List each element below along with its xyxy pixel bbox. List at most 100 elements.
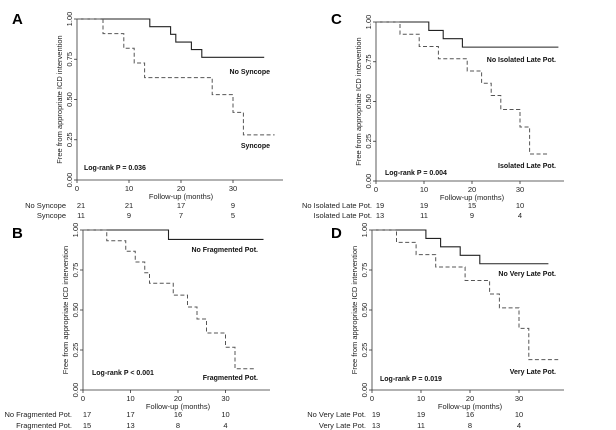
x-tick-label: 20 xyxy=(174,394,182,403)
risk-count: 19 xyxy=(420,201,428,210)
x-tick-label: 0 xyxy=(75,184,79,193)
km-curve-dashed xyxy=(372,229,559,361)
risk-count: 17 xyxy=(126,410,134,419)
log-rank-pvalue: Log-rank P = 0.019 xyxy=(380,376,442,383)
x-axis-label: Follow-up (months) xyxy=(440,193,505,202)
risk-row-label: Fragmented Pot. xyxy=(16,421,72,430)
risk-count: 16 xyxy=(466,410,474,419)
km-panel-a: A 0.00 0.25 0.50 0.75 1.00 0 10 20 30 Free from ap… xyxy=(12,11,283,220)
log-rank-pvalue: Log-rank P = 0.036 xyxy=(84,165,146,172)
risk-count: 21 xyxy=(125,201,133,210)
x-tick-label: 20 xyxy=(177,184,185,193)
y-tick-label: 1.00 xyxy=(360,223,369,238)
x-tick-label: 20 xyxy=(468,185,476,194)
y-tick-label: 0.25 xyxy=(71,343,80,358)
y-axis-label: Free from appropriate ICD intervention xyxy=(354,37,363,165)
curve-label: No Syncope xyxy=(230,69,271,76)
km-panel-c: C 0.00 0.25 0.50 0.75 1.00 0 10 20 30 Free from ap… xyxy=(302,11,564,220)
risk-count: 11 xyxy=(417,421,425,430)
x-tick-label: 30 xyxy=(516,185,524,194)
curve-label: Fragmented Pot. xyxy=(203,375,258,382)
y-axis-label: Free from appropriate ICD intervention xyxy=(55,35,64,163)
risk-count: 13 xyxy=(376,211,384,220)
x-tick-label: 10 xyxy=(125,184,133,193)
risk-count: 17 xyxy=(177,201,185,210)
x-tick-label: 0 xyxy=(374,185,378,194)
x-tick-label: 30 xyxy=(221,394,229,403)
risk-count: 16 xyxy=(174,410,182,419)
risk-count: 9 xyxy=(231,201,235,210)
risk-count: 19 xyxy=(417,410,425,419)
x-tick-label: 10 xyxy=(420,185,428,194)
x-tick-label: 10 xyxy=(126,394,134,403)
risk-count: 5 xyxy=(231,211,235,220)
y-tick-label: 0.00 xyxy=(71,383,80,398)
risk-row-label: Syncope xyxy=(37,211,66,220)
risk-count: 10 xyxy=(516,201,524,210)
y-tick-label: 0.50 xyxy=(364,94,373,109)
y-tick-label: 1.00 xyxy=(65,12,74,27)
x-axis-label: Follow-up (months) xyxy=(146,402,211,411)
y-tick-label: 0.75 xyxy=(364,54,373,69)
y-tick-label: 0.00 xyxy=(65,173,74,188)
km-curve-solid xyxy=(376,21,559,48)
curve-label: No Isolated Late Pot. xyxy=(487,57,556,64)
risk-count: 19 xyxy=(372,410,380,419)
risk-count: 15 xyxy=(83,421,91,430)
curve-label: No Fragmented Pot. xyxy=(191,247,258,254)
risk-count: 4 xyxy=(223,421,227,430)
risk-count: 15 xyxy=(468,201,476,210)
risk-row-label: No Very Late Pot. xyxy=(307,410,366,419)
y-axis-label: Free from appropriate ICD intervention xyxy=(350,246,359,374)
y-tick-label: 0.00 xyxy=(360,383,369,398)
risk-row-label: No Isolated Late Pot. xyxy=(302,201,372,210)
risk-count: 8 xyxy=(468,421,472,430)
y-tick-label: 0.50 xyxy=(65,92,74,107)
risk-count: 13 xyxy=(372,421,380,430)
risk-row-label: No Fragmented Pot. xyxy=(4,410,72,419)
x-tick-label: 0 xyxy=(370,394,374,403)
risk-count: 19 xyxy=(376,201,384,210)
log-rank-pvalue: Log-rank P < 0.001 xyxy=(92,370,154,377)
km-curve-solid xyxy=(83,229,264,240)
panel-letter: A xyxy=(12,11,23,28)
risk-row-label: Isolated Late Pot. xyxy=(314,211,372,220)
y-tick-label: 0.00 xyxy=(364,174,373,189)
curve-label: Syncope xyxy=(241,143,270,150)
y-tick-label: 0.25 xyxy=(364,134,373,149)
risk-count: 9 xyxy=(127,211,131,220)
risk-row-label: Very Late Pot. xyxy=(319,421,366,430)
km-curve-solid xyxy=(372,229,549,265)
risk-count: 7 xyxy=(179,211,183,220)
risk-count: 21 xyxy=(77,201,85,210)
curve-label: Very Late Pot. xyxy=(510,369,556,376)
risk-count: 11 xyxy=(420,211,428,220)
y-axis-label: Free from appropriate ICD intervention xyxy=(61,246,70,374)
x-tick-label: 0 xyxy=(81,394,85,403)
km-curve-dashed xyxy=(77,18,275,136)
y-tick-label: 1.00 xyxy=(71,223,80,238)
x-tick-label: 30 xyxy=(229,184,237,193)
panel-letter: D xyxy=(331,225,342,242)
risk-count: 10 xyxy=(221,410,229,419)
km-curve-solid xyxy=(77,18,265,58)
risk-count: 11 xyxy=(77,211,85,220)
panel-letter: C xyxy=(331,11,342,28)
curve-label: Isolated Late Pot. xyxy=(498,163,556,170)
curve-label: No Very Late Pot. xyxy=(498,271,556,278)
log-rank-pvalue: Log-rank P = 0.004 xyxy=(385,170,447,177)
x-axis-label: Follow-up (months) xyxy=(438,402,503,411)
y-tick-label: 0.25 xyxy=(360,343,369,358)
x-axis-label: Follow-up (months) xyxy=(149,192,214,201)
y-tick-label: 0.75 xyxy=(71,263,80,278)
risk-count: 4 xyxy=(517,421,521,430)
y-tick-label: 0.50 xyxy=(360,303,369,318)
km-curve-dashed xyxy=(83,229,254,370)
risk-count: 10 xyxy=(515,410,523,419)
risk-count: 8 xyxy=(176,421,180,430)
risk-row-label: No Syncope xyxy=(25,201,66,210)
km-panel-b: B 0.00 0.25 0.50 0.75 1.00 0 10 20 30 Free from ap… xyxy=(4,223,270,430)
y-tick-label: 0.75 xyxy=(65,52,74,67)
km-panel-d: D 0.00 0.25 0.50 0.75 1.00 0 10 20 30 Free from ap… xyxy=(307,223,564,430)
